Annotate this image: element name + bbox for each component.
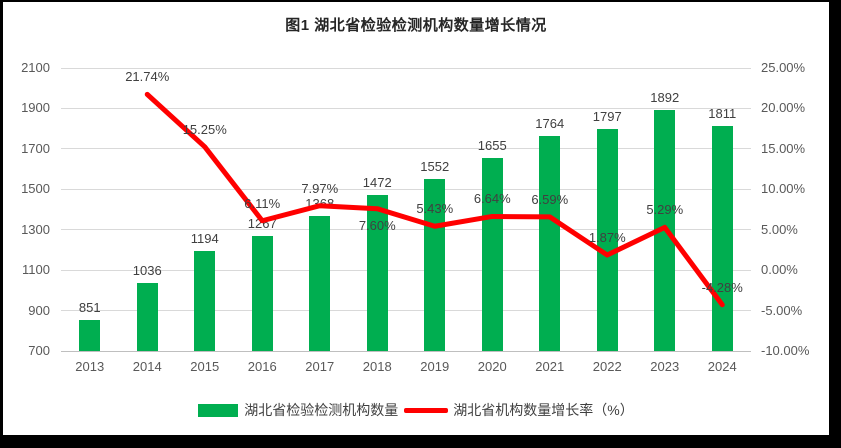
gridline [61,148,751,150]
bar-series-swatch-icon [198,403,239,417]
x-axis-tick: 2013 [75,359,105,374]
x-axis-tick: 2017 [305,359,335,374]
growth-value-label: -4.28% [701,279,743,295]
x-axis-tick: 2016 [247,359,277,374]
bar-value-label: 1552 [420,158,450,174]
y-axis-tick-right: 25.00% [761,60,806,75]
plot-area: 851 2013 1036 2014 1194 2015 1267 2016 1368 2017 1… [61,67,751,374]
y-axis-tick-left: 900 [28,302,50,318]
growth-value-label: 5.29% [646,202,684,218]
growth-value-label: 7.97% [301,180,339,196]
line-series-swatch-icon [404,407,449,413]
x-axis-tick: 2024 [707,359,737,374]
y-axis-tick-right: 15.00% [761,140,806,156]
x-axis-tick: 2014 [132,359,162,374]
y-axis-tick-right: 20.00% [761,100,806,116]
y-axis-right: 25.00% 20.00% 15.00% 10.00% 5.00% 0.00% -5.00%… [761,60,829,358]
bar [424,178,446,351]
gridline [61,67,751,69]
bar-value-label: 1764 [535,115,565,131]
legend-item-line: 湖北省机构数量增长率（%） [404,400,634,420]
y-axis-tick-left: 1700 [21,140,50,156]
x-axis-tick: 2019 [420,359,450,374]
x-axis-tick: 2018 [362,359,392,374]
bar [251,236,273,351]
y-axis-tick-left: 700 [28,343,50,358]
y-axis-tick-left: 1100 [22,262,50,278]
bar-value-label: 1472 [362,174,392,190]
growth-line [144,91,725,308]
y-axis-tick-left: 1500 [21,181,50,197]
y-axis-tick-left: 1900 [21,100,50,116]
bar [194,251,216,351]
bar-value-label: 1811 [708,106,737,122]
legend-label-bars: 湖北省检验检测机构数量 [244,402,399,418]
chart-canvas: 图1 湖北省检验检测机构数量增长情况 2100 1900 1700 1500 1300 1… [3,2,829,435]
x-axis-tick: 2022 [592,359,622,374]
bar-value-label: 1797 [592,109,622,125]
bar [596,129,618,351]
bar [366,194,388,351]
growth-value-label: 7.60% [358,217,396,233]
x-axis-tick: 2015 [190,359,220,374]
bar-value-label: 1892 [650,90,680,106]
bar-value-label: 1655 [477,137,507,153]
legend-item-bars: 湖北省检验检测机构数量 [198,400,398,420]
bar [79,320,101,351]
y-axis-tick-right: -5.00% [761,302,803,318]
gridline [61,107,751,109]
y-axis-tick-right: -10.00% [761,343,810,358]
bar-value-label: 851 [78,300,101,316]
bar-value-label: 1194 [190,231,219,247]
gridline [61,229,751,231]
growth-value-label: 6.59% [531,191,569,207]
y-axis-tick-left: 1300 [21,221,50,237]
bar [539,135,561,351]
y-axis-tick-right: 5.00% [761,221,798,237]
growth-value-label: 5.43% [416,201,454,217]
y-axis-left: 2100 1900 1700 1500 1300 1100 900 700 [3,60,54,358]
legend: 湖北省检验检测机构数量 湖北省机构数量增长率（%） [3,400,829,420]
growth-value-label: 15.25% [182,121,227,137]
y-axis-tick-left: 2100 [21,60,50,75]
bar [481,157,503,351]
bar [309,215,331,351]
gridline [61,310,751,312]
legend-label-line: 湖北省机构数量增长率（%） [453,402,634,418]
x-axis-tick: 2020 [477,359,507,374]
growth-value-label: 1.87% [588,230,626,246]
bar-value-label: 1036 [132,263,162,279]
x-axis-tick: 2023 [650,359,680,374]
growth-value-label: 21.74% [125,69,170,85]
growth-line-layer [144,91,725,308]
y-axis-tick-right: 10.00% [761,181,806,197]
growth-value-label: 6.11% [244,195,281,211]
x-axis-tick: 2021 [535,359,565,374]
growth-value-label: 6.64% [473,191,511,207]
gridline [61,350,751,352]
gridline [61,188,751,190]
y-axis-tick-right: 0.00% [761,262,798,278]
chart-title: 图1 湖北省检验检测机构数量增长情况 [285,17,547,34]
bar [136,283,158,351]
gridline [61,269,751,271]
